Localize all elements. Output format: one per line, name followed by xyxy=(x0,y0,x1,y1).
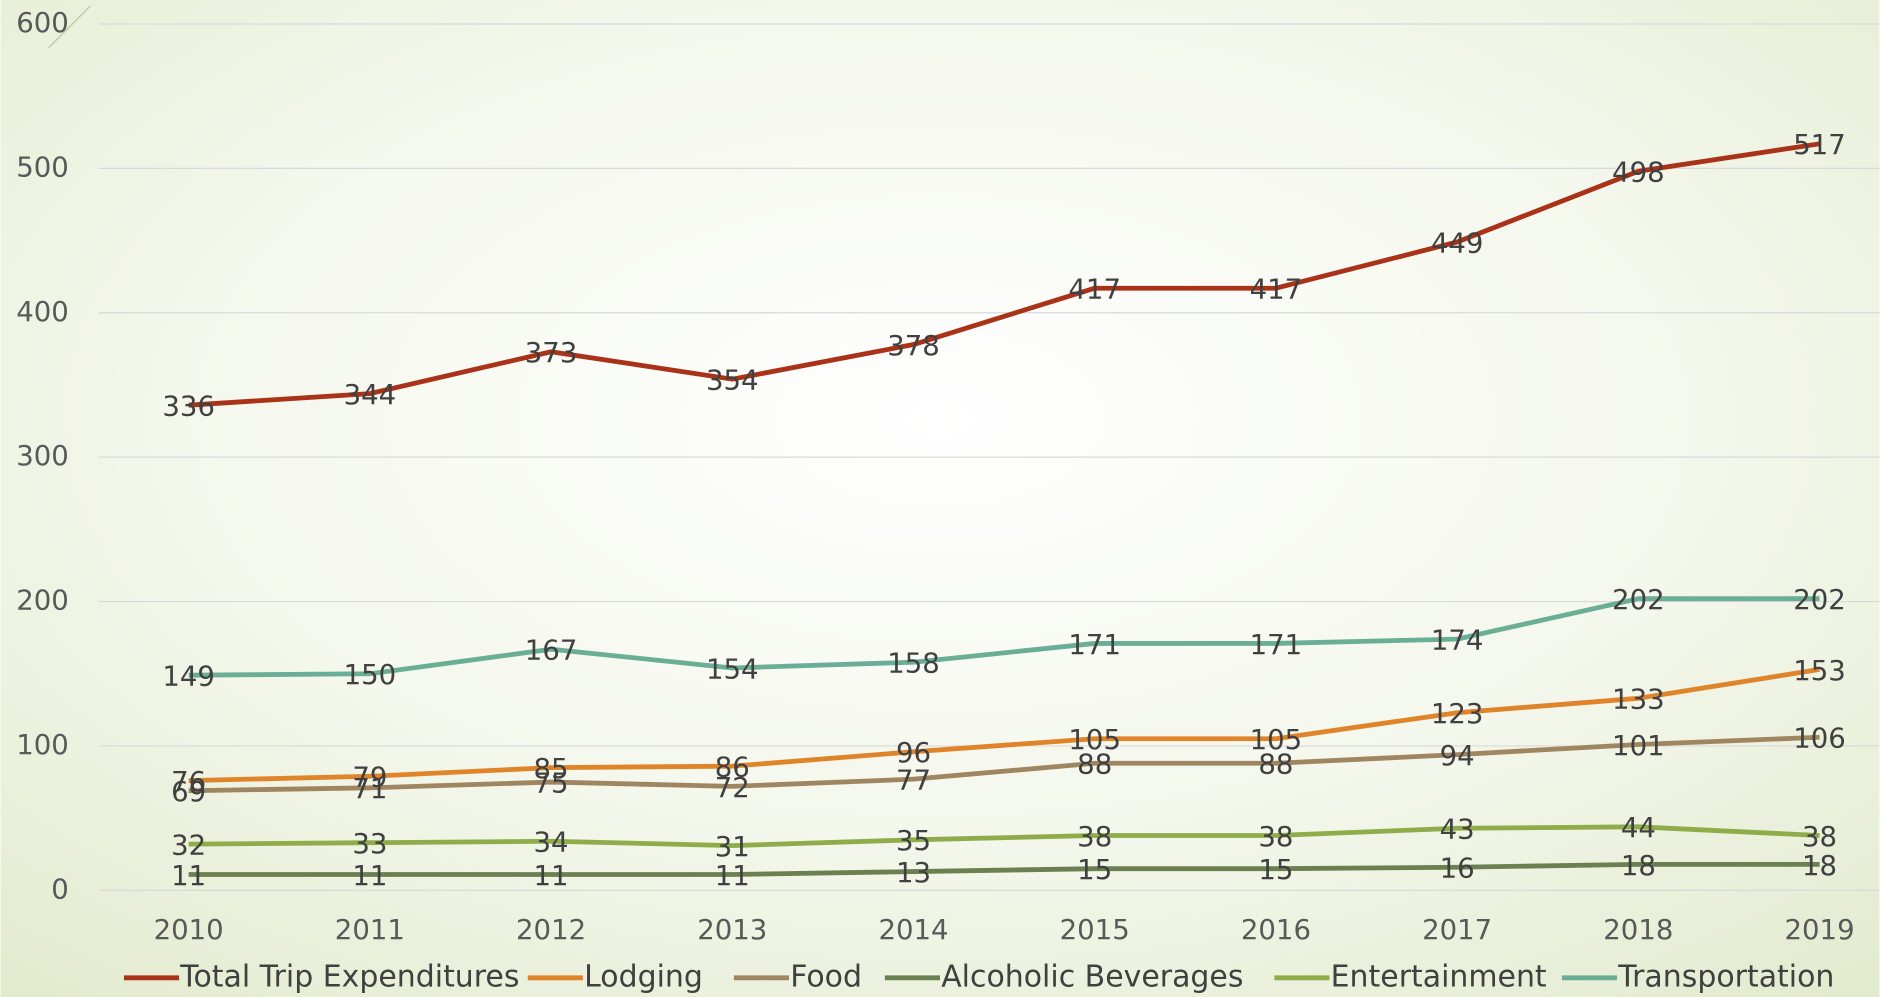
data-label: 133 xyxy=(1612,684,1665,716)
y-tick-label: 200 xyxy=(16,585,69,617)
data-label: 43 xyxy=(1440,814,1475,846)
data-label: 105 xyxy=(1250,724,1303,756)
series-line xyxy=(188,824,1820,848)
data-label: 18 xyxy=(1621,850,1656,882)
data-label: 38 xyxy=(1802,821,1837,853)
data-label: 11 xyxy=(171,860,206,892)
data-label: 498 xyxy=(1612,157,1665,189)
data-label: 174 xyxy=(1431,624,1484,656)
x-tick-label: 2019 xyxy=(1785,914,1855,946)
series-line xyxy=(188,596,1820,678)
data-label: 344 xyxy=(344,379,397,411)
y-tick-label: 600 xyxy=(16,7,69,39)
data-label: 96 xyxy=(896,737,931,769)
x-tick-label: 2014 xyxy=(878,914,948,946)
legend-label: Total Trip Expenditures xyxy=(179,959,519,994)
data-label: 517 xyxy=(1793,129,1846,161)
legend-label: Transportation xyxy=(1617,959,1834,994)
data-label: 202 xyxy=(1793,584,1846,616)
decoration xyxy=(48,5,91,49)
data-label: 16 xyxy=(1440,853,1475,885)
data-label: 88 xyxy=(1258,749,1293,781)
data-label: 153 xyxy=(1793,655,1846,687)
data-label: 158 xyxy=(887,648,940,680)
data-label: 150 xyxy=(344,659,397,691)
data-label: 373 xyxy=(525,337,578,369)
data-label: 336 xyxy=(162,391,215,423)
data-label: 417 xyxy=(1250,274,1303,306)
data-label: 171 xyxy=(1250,629,1303,661)
data-label: 18 xyxy=(1802,850,1837,882)
data-label: 38 xyxy=(1077,821,1112,853)
data-label: 79 xyxy=(352,762,387,794)
data-label: 11 xyxy=(534,860,569,892)
data-label: 38 xyxy=(1258,821,1293,853)
x-tick-label: 2011 xyxy=(335,914,405,946)
x-tick-label: 2017 xyxy=(1422,914,1492,946)
data-label: 154 xyxy=(706,653,759,685)
series-line xyxy=(188,861,1820,877)
data-label: 354 xyxy=(706,365,759,397)
data-label: 34 xyxy=(534,827,569,859)
data-label: 44 xyxy=(1621,812,1656,844)
data-label: 71 xyxy=(352,773,387,805)
data-label: 101 xyxy=(1612,730,1665,762)
series-line xyxy=(188,667,1820,784)
y-tick-label: 0 xyxy=(51,873,69,905)
data-label: 15 xyxy=(1258,854,1293,886)
x-tick-label: 2012 xyxy=(516,914,586,946)
x-tick-label: 2010 xyxy=(154,914,224,946)
data-label: 123 xyxy=(1431,698,1484,730)
y-tick-label: 300 xyxy=(16,440,69,472)
data-label: 11 xyxy=(352,860,387,892)
y-tick-label: 100 xyxy=(16,729,69,761)
data-label: 85 xyxy=(534,753,569,785)
data-label: 32 xyxy=(171,830,206,862)
data-label: 69 xyxy=(171,776,206,808)
data-label: 167 xyxy=(525,635,578,667)
data-label: 33 xyxy=(352,828,387,860)
legend-label: Lodging xyxy=(584,959,703,994)
x-tick-label: 2018 xyxy=(1603,914,1673,946)
data-label: 13 xyxy=(896,857,931,889)
data-label: 11 xyxy=(715,860,750,892)
legend-label: Food xyxy=(790,959,862,994)
data-label: 202 xyxy=(1612,584,1665,616)
data-label: 149 xyxy=(162,661,215,693)
y-tick-label: 500 xyxy=(16,151,69,183)
data-label: 449 xyxy=(1431,227,1484,259)
data-label: 76 xyxy=(171,766,206,798)
x-tick-label: 2013 xyxy=(697,914,767,946)
x-tick-label: 2015 xyxy=(1060,914,1130,946)
x-tick-label: 2016 xyxy=(1241,914,1311,946)
data-label: 94 xyxy=(1440,740,1475,772)
series-line xyxy=(188,141,1820,408)
data-label: 35 xyxy=(896,825,931,857)
data-label: 417 xyxy=(1068,274,1121,306)
data-label: 31 xyxy=(715,831,750,863)
data-label: 106 xyxy=(1793,723,1846,755)
data-label: 72 xyxy=(715,772,750,804)
data-label: 86 xyxy=(715,752,750,784)
data-label: 77 xyxy=(896,765,931,797)
data-label: 75 xyxy=(534,767,569,799)
data-label: 88 xyxy=(1077,749,1112,781)
data-label: 171 xyxy=(1068,629,1121,661)
series-line xyxy=(188,734,1820,794)
data-label: 105 xyxy=(1068,724,1121,756)
data-label: 15 xyxy=(1077,854,1112,886)
legend-label: Entertainment xyxy=(1331,959,1547,994)
legend-label: Alcoholic Beverages xyxy=(941,959,1243,994)
y-tick-label: 400 xyxy=(16,296,69,328)
data-label: 378 xyxy=(887,330,940,362)
